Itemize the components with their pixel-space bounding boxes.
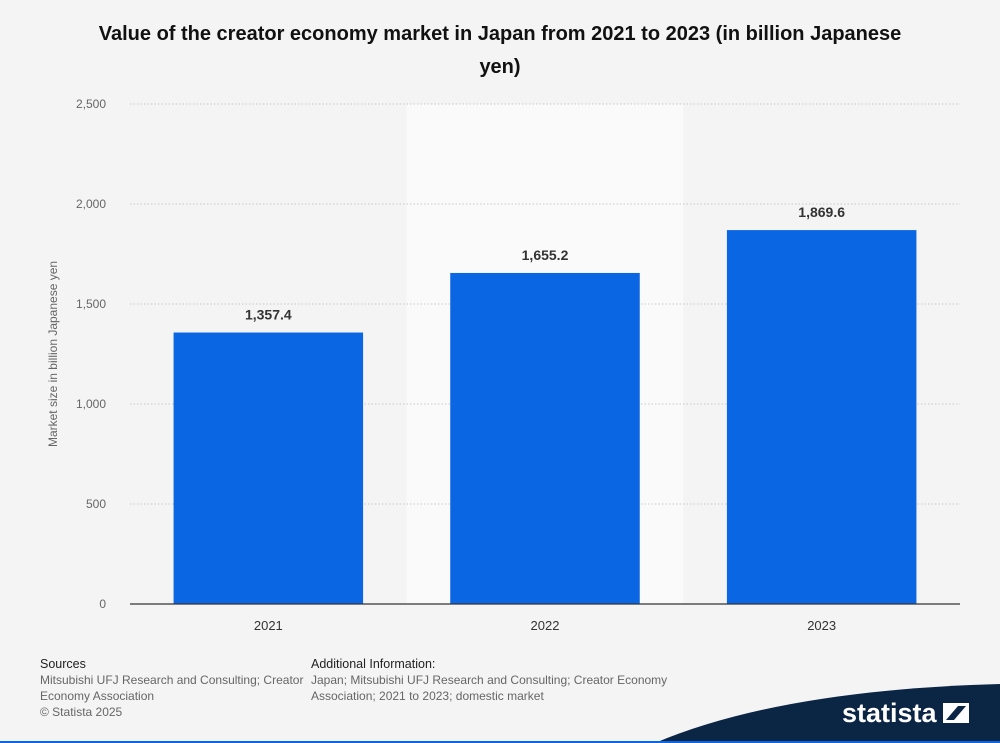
bar-2021[interactable] [173, 332, 364, 604]
y-tick-label: 1,000 [76, 397, 106, 411]
sources-block: Sources Mitsubishi UFJ Research and Cons… [40, 656, 312, 720]
value-label: 1,655.2 [522, 247, 569, 263]
sources-heading: Sources [40, 657, 86, 671]
value-label: 1,357.4 [245, 307, 292, 323]
x-tick-label: 2021 [254, 618, 283, 633]
y-tick-label: 2,500 [76, 97, 106, 111]
bar-2023[interactable] [726, 230, 917, 604]
statista-logo-text: statista [842, 698, 938, 728]
bar-chart: 0 500 1,000 1,500 2,000 2,500 1,357.4 1,655.2 1… [46, 97, 960, 633]
y-axis-label: Market size in billion Japanese yen [46, 261, 60, 447]
copyright-text: © Statista 2025 [40, 705, 123, 719]
bar-2022[interactable] [450, 272, 640, 604]
x-tick-label: 2023 [807, 618, 836, 633]
y-tick-label: 0 [99, 597, 106, 611]
additional-info-text: Japan; Mitsubishi UFJ Research and Consu… [311, 673, 668, 703]
chart-title: Value of the creator economy market in J… [98, 23, 902, 78]
y-tick-label: 2,000 [76, 197, 106, 211]
sources-text[interactable]: Mitsubishi UFJ Research and Consulting; … [40, 673, 304, 703]
additional-info-block: Additional Information: Japan; Mitsubish… [311, 656, 683, 704]
additional-info-heading: Additional Information: [311, 657, 436, 671]
y-tick-label: 500 [86, 497, 106, 511]
y-tick-label: 1,500 [76, 297, 106, 311]
value-label: 1,869.6 [798, 204, 845, 220]
statista-logo-icon [943, 703, 969, 723]
x-tick-label: 2022 [531, 618, 560, 633]
brand-swoosh [655, 684, 1000, 743]
